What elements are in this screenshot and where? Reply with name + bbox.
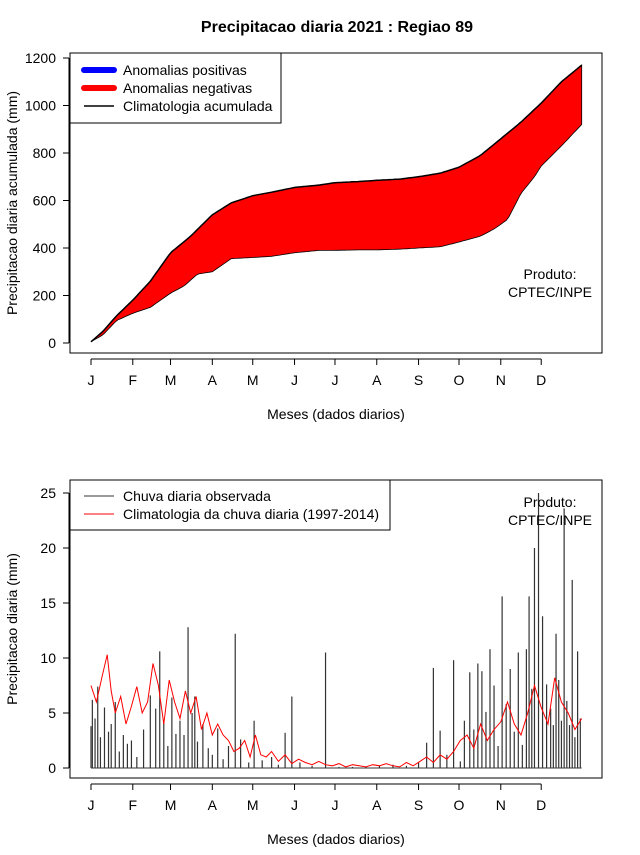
product-note: CPTEC/INPE [508, 512, 592, 528]
legend-label: Anomalias positivas [123, 62, 247, 78]
y-tick-label: 15 [40, 595, 56, 611]
x-tick-label: F [129, 797, 138, 813]
x-tick-label: J [88, 372, 95, 388]
legend-label: Anomalias negativas [123, 80, 252, 96]
x-tick-label: J [331, 797, 338, 813]
x-tick-label: S [414, 797, 423, 813]
y-tick-label: 0 [48, 335, 56, 351]
y-tick-label: 200 [33, 288, 57, 304]
daily-precipitation-panel: 0 5 10 15 20 25 J F M A M J J A S O N D Precipitacao dia… [4, 479, 603, 847]
legend: Chuva diaria observada Climatologia da c… [69, 479, 391, 531]
x-tick-label: M [247, 372, 259, 388]
y-tick-label: 600 [33, 193, 57, 209]
product-note: Produto: [524, 494, 577, 510]
x-tick-label: N [496, 372, 506, 388]
x-tick-label: J [291, 797, 298, 813]
y-tick-label: 1000 [25, 98, 56, 114]
y-axis-label: Precipitacao diaria acumulada (mm) [4, 91, 20, 315]
y-tick-label: 800 [33, 145, 57, 161]
legend-box [69, 479, 391, 531]
x-tick-label: D [536, 797, 546, 813]
product-note: Produto: [524, 266, 577, 282]
x-tick-label: J [88, 797, 95, 813]
x-tick-label: S [414, 372, 423, 388]
x-tick-label: M [165, 372, 177, 388]
x-tick-label: F [129, 372, 138, 388]
chart-title: Precipitacao diaria 2021 : Regiao 89 [201, 19, 473, 36]
legend-label: Chuva diaria observada [123, 488, 271, 504]
x-axis-label: Meses (dados diarios) [267, 831, 405, 847]
x-tick-label: M [247, 797, 259, 813]
x-tick-label: M [165, 797, 177, 813]
cumulative-precipitation-panel: 0 200 400 600 800 1000 1200 J F M A M J J A S O N D Preci… [4, 50, 603, 422]
x-tick-label: J [331, 372, 338, 388]
y-tick-label: 5 [48, 705, 56, 721]
y-axis: 0 5 10 15 20 25 [40, 485, 70, 776]
y-tick-label: 10 [40, 650, 56, 666]
legend-label: Climatologia acumulada [123, 98, 273, 114]
y-axis: 0 200 400 600 800 1000 1200 [25, 50, 70, 351]
climatology-line [90, 64, 583, 343]
x-tick-label: A [372, 797, 382, 813]
y-tick-label: 20 [40, 540, 56, 556]
y-tick-label: 0 [48, 760, 56, 776]
x-tick-label: J [291, 372, 298, 388]
x-tick-label: A [208, 797, 218, 813]
x-tick-label: N [496, 797, 506, 813]
y-tick-label: 400 [33, 240, 57, 256]
product-note: CPTEC/INPE [508, 284, 592, 300]
y-tick-label: 25 [40, 485, 56, 501]
daily-climatology-line [90, 654, 583, 768]
legend: Anomalias positivas Anomalias negativas … [69, 52, 282, 124]
plot-frame [69, 52, 603, 354]
y-tick-label: 1200 [25, 50, 56, 66]
x-tick-label: O [454, 797, 465, 813]
x-tick-label: A [208, 372, 218, 388]
x-tick-label: O [454, 372, 465, 388]
y-axis-label: Precipitacao diaria (mm) [4, 553, 20, 705]
x-tick-label: D [536, 372, 546, 388]
x-tick-label: A [372, 372, 382, 388]
x-axis-label: Meses (dados diarios) [267, 406, 405, 422]
legend-label: Climatologia da chuva diaria (1997-2014) [123, 506, 379, 522]
